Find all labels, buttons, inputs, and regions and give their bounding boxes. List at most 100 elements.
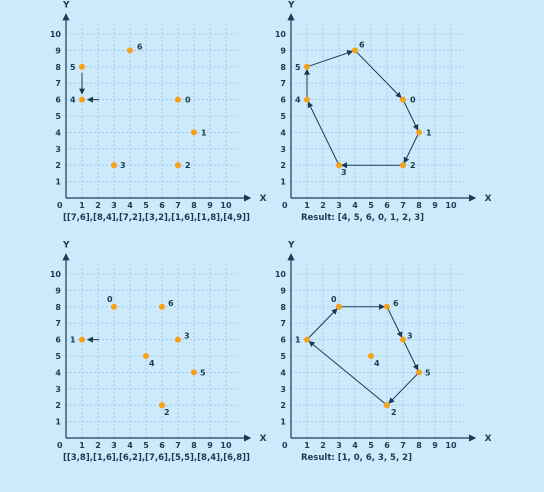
y-tick-label: 8 [280, 303, 286, 312]
x-tick-label: 6 [384, 441, 390, 450]
x-tick-label: 3 [111, 201, 117, 210]
point-label: 6 [359, 40, 365, 49]
origin-label: 0 [57, 201, 63, 210]
y-tick-label: 4 [280, 128, 286, 137]
x-tick-label: 2 [320, 441, 326, 450]
y-tick-label: 1 [280, 178, 286, 187]
panel-caption: Result: [4, 5, 6, 0, 1, 2, 3] [301, 213, 424, 223]
data-point [191, 369, 197, 376]
panel-caption: Result: [1, 0, 6, 3, 5, 2] [301, 453, 412, 463]
point-label: 0 [331, 295, 337, 304]
y-tick-label: 6 [280, 96, 286, 105]
x-axis-label: X [260, 434, 267, 444]
y-tick-label: 1 [280, 418, 286, 427]
hull-edge-arrow [403, 156, 410, 164]
point-label: 4 [70, 96, 76, 105]
y-tick-label: 2 [55, 401, 61, 410]
y-tick-label: 3 [55, 145, 61, 154]
panel-caption: [[7,6],[8,4],[7,2],[3,2],[1,6],[1,8],[4,… [63, 213, 250, 223]
point-label: 3 [120, 161, 126, 170]
hull-edge-arrow [308, 340, 316, 347]
panel-2: XY0 11223344556677889910100123456Result: … [275, 0, 492, 223]
x-tick-label: 3 [336, 201, 342, 210]
data-point [304, 63, 310, 70]
point-label: 6 [393, 299, 399, 308]
point-label: 0 [410, 96, 416, 105]
y-tick-label: 10 [275, 30, 287, 39]
hull-edge-arrow [307, 101, 314, 109]
y-axis-label: Y [62, 0, 70, 10]
data-point [191, 129, 197, 136]
hull-edge-arrow [396, 331, 403, 338]
y-tick-label: 6 [55, 96, 61, 105]
x-tick-label: 8 [416, 201, 422, 210]
point-label: 1 [201, 128, 207, 137]
y-tick-label: 4 [280, 368, 286, 377]
x-tick-label: 10 [220, 441, 232, 450]
point-label: 6 [168, 299, 174, 308]
panel-1: XY0 11223344556677889910100123456[[7,6],[… [50, 0, 267, 223]
x-axis-label: X [260, 194, 267, 204]
panel-3: X Y 0 1 1 2 2 3 3 4 4 5 5 6 6 7 7 8 8 9 9 10 10 0 1 2 3 4 5 6 [[3,8],[… [50, 240, 267, 463]
x-tick-label: 7 [400, 441, 406, 450]
data-point [175, 336, 181, 343]
point-label: 2 [410, 161, 416, 170]
y-tick-label: 5 [55, 112, 61, 121]
x-tick-label: 9 [207, 201, 213, 210]
grid [66, 264, 239, 438]
x-tick-label: 1 [79, 441, 85, 450]
hull-edge-arrow [331, 308, 338, 315]
y-tick-label: 4 [55, 128, 61, 137]
hull-edge-arrow [346, 50, 354, 56]
x-tick-label: 2 [95, 201, 101, 210]
y-tick-label: 10 [275, 270, 287, 279]
y-tick-label: 7 [55, 79, 61, 88]
point-label: 2 [185, 161, 191, 170]
y-tick-label: 1 [55, 418, 61, 427]
y-tick-label: 5 [55, 352, 61, 361]
y-tick-label: 9 [280, 286, 286, 295]
y-tick-label: 9 [55, 286, 61, 295]
hull-edge-arrow [412, 363, 419, 371]
data-point [384, 402, 390, 409]
panel-4: X Y 0 1 1 2 2 3 3 4 4 5 5 6 6 7 7 8 8 9 9 10 10 0 1 2 3 4 5 6 Result: … [275, 240, 492, 463]
grid [291, 264, 464, 438]
data-point [79, 96, 85, 103]
x-tick-label: 5 [368, 441, 374, 450]
data-point [175, 162, 181, 169]
data-point [368, 353, 374, 359]
point-label: 4 [374, 359, 380, 368]
x-tick-label: 7 [175, 441, 181, 450]
data-point [336, 162, 342, 169]
panel-caption: [[3,8],[1,6],[6,2],[7,6],[5,5],[8,4],[6,… [63, 453, 250, 463]
x-tick-label: 7 [175, 201, 181, 210]
data-point [400, 162, 406, 169]
data-point [79, 63, 85, 70]
x-tick-label: 6 [159, 201, 165, 210]
y-tick-label: 8 [280, 63, 286, 72]
data-point [175, 96, 181, 103]
point-label: 5 [70, 63, 76, 72]
x-tick-label: 4 [352, 441, 358, 450]
data-point [400, 96, 406, 103]
y-tick-label: 5 [280, 352, 286, 361]
point-label: 0 [185, 96, 191, 105]
point-label: 0 [107, 295, 113, 304]
y-tick-label: 2 [280, 161, 286, 170]
origin-label: 0 [57, 441, 63, 450]
origin-label: 0 [282, 441, 288, 450]
x-tick-label: 9 [207, 441, 213, 450]
point-label: 5 [200, 368, 206, 377]
x-axis-label: X [485, 194, 492, 204]
grid [66, 24, 239, 198]
x-tick-label: 2 [320, 201, 326, 210]
data-point [400, 336, 406, 343]
y-tick-label: 9 [280, 46, 286, 55]
point-label: 4 [295, 96, 301, 105]
x-tick-label: 7 [400, 201, 406, 210]
data-point [352, 47, 358, 54]
x-tick-label: 9 [432, 441, 438, 450]
point-label: 4 [149, 359, 155, 368]
data-point [143, 353, 149, 359]
